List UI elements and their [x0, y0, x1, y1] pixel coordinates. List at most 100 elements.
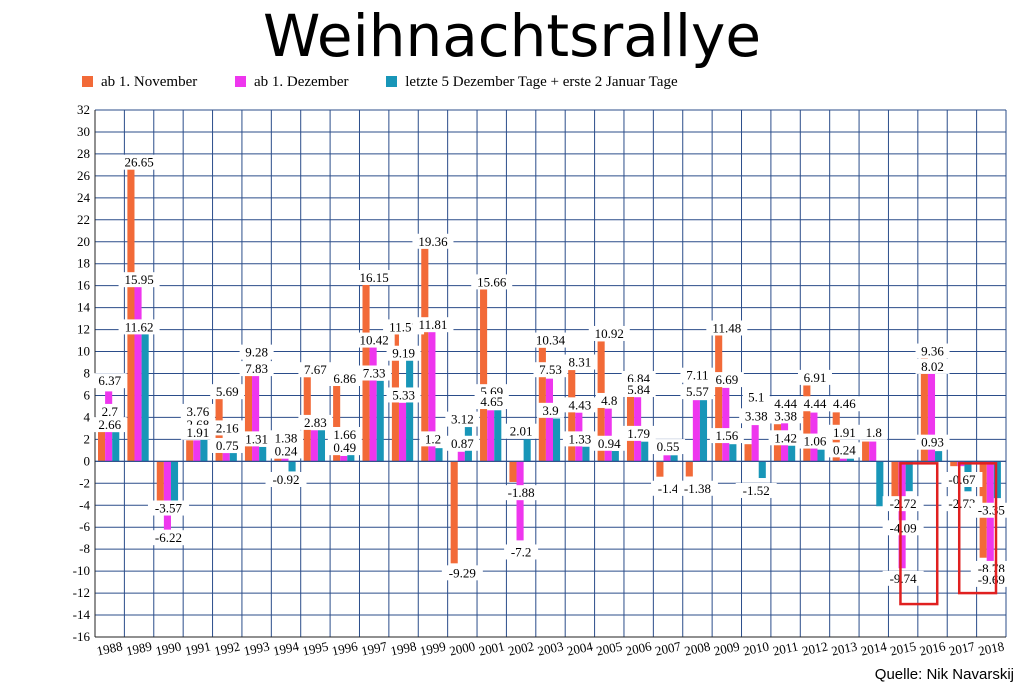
- data-label-bg: [709, 372, 744, 388]
- data-label-bg: [915, 343, 950, 359]
- legend-swatch-orange: [82, 76, 93, 88]
- data-label-bg: [327, 440, 362, 456]
- highlight-box: [899, 462, 939, 606]
- x-tick-label: 2018: [977, 638, 1006, 658]
- data-label: 1.38: [275, 430, 298, 445]
- bar-series-1: [516, 461, 524, 541]
- bar-series-2: [112, 432, 120, 462]
- bar-series-0: [156, 461, 164, 501]
- legend-swatch-teal: [386, 76, 398, 88]
- data-label-bg: [147, 500, 189, 516]
- bar-series-1: [487, 410, 495, 462]
- legend-swatch-magenta: [234, 76, 246, 88]
- data-label: 15.95: [124, 272, 153, 287]
- y-tick-label: -8: [79, 541, 90, 556]
- data-label: 9.28: [245, 345, 268, 360]
- data-label: 1.33: [569, 431, 592, 446]
- x-tick-label: 1997: [360, 638, 389, 658]
- bar-series-0: [568, 370, 576, 462]
- x-tick-label: 1994: [272, 638, 301, 658]
- bar-series-0: [656, 461, 664, 477]
- bar-series-0: [127, 168, 135, 462]
- bar-series-1: [428, 331, 436, 462]
- data-label: 1.66: [333, 427, 356, 442]
- data-label-bg: [595, 392, 623, 408]
- bar-series-1: [222, 453, 230, 462]
- legend-item-dezember: ab 1. Dezember: [234, 74, 349, 91]
- bar-series-2: [670, 455, 678, 462]
- data-label-bg: [180, 424, 215, 440]
- bar-series-2: [494, 410, 502, 462]
- grid: [94, 109, 1007, 638]
- y-tick-label: 28: [77, 146, 90, 161]
- data-label: 11.48: [712, 320, 741, 335]
- data-label: 16.15: [360, 270, 389, 285]
- bar-series-0: [950, 461, 958, 467]
- x-tick-label: 1993: [242, 638, 271, 658]
- data-label-bg: [239, 431, 274, 447]
- source-note: Quelle: Nik Navarskij: [874, 666, 1014, 683]
- x-tick-label: 2003: [536, 638, 565, 658]
- data-label: 2.01: [510, 424, 533, 439]
- data-label: 3.12: [451, 412, 474, 427]
- data-label: 6.37: [98, 373, 121, 388]
- bar-series-2: [641, 441, 649, 462]
- data-label: 6.69: [715, 372, 738, 387]
- bar-series-1: [869, 441, 877, 462]
- bar-series-1: [663, 455, 671, 462]
- data-label-bg: [239, 344, 274, 360]
- highlight-boxes: [899, 462, 998, 606]
- data-label: 2.7: [102, 404, 119, 419]
- data-label: 19.36: [418, 234, 448, 249]
- data-label: -9.74: [890, 571, 918, 586]
- y-tick-label: 26: [77, 168, 91, 183]
- data-label: 4.44: [774, 396, 797, 411]
- bar-series-2: [788, 445, 796, 462]
- bar-series-2: [141, 333, 149, 462]
- bar-series-2: [699, 400, 708, 462]
- data-label-bg: [265, 471, 307, 487]
- data-label: 6.91: [804, 370, 827, 385]
- data-label: 4.43: [569, 397, 592, 412]
- data-label: 26.65: [124, 155, 153, 170]
- data-label-bg: [180, 403, 215, 419]
- data-label: 1.79: [627, 426, 650, 441]
- y-tick-label: -14: [73, 607, 91, 622]
- data-label-bg: [680, 367, 715, 383]
- bar-series-2: [523, 439, 531, 462]
- bar-series-0: [421, 248, 429, 462]
- data-label-bg: [768, 430, 803, 446]
- data-label: -6.22: [155, 530, 182, 545]
- bar-series-1: [457, 451, 465, 462]
- data-label: 1.56: [715, 428, 738, 443]
- bar-series-1: [340, 455, 348, 462]
- x-tick-label: 2009: [712, 638, 741, 658]
- x-tick-label: 2002: [507, 638, 536, 658]
- data-label-bg: [471, 274, 513, 290]
- y-tick-label: 22: [77, 212, 90, 227]
- x-tick-label: 1991: [183, 638, 212, 658]
- bar-series-0: [626, 386, 635, 462]
- bar-series-2: [993, 461, 1001, 499]
- y-tick-label: 14: [77, 300, 91, 315]
- data-label: 9.19: [392, 346, 415, 361]
- x-tick-label: 2015: [889, 638, 918, 658]
- data-label-bg: [651, 480, 686, 496]
- data-label: 7.67: [304, 362, 327, 377]
- y-tick-label: 4: [84, 409, 91, 424]
- y-tick-label: 20: [77, 234, 90, 249]
- data-label: 0.94: [598, 436, 621, 451]
- data-label: -3.35: [978, 503, 1005, 518]
- data-label: 15.66: [477, 274, 507, 289]
- data-label-bg: [533, 362, 568, 378]
- data-label-bg: [530, 332, 571, 348]
- data-label: 4.65: [480, 394, 503, 409]
- data-label-bg: [357, 365, 392, 381]
- data-label-bg: [353, 269, 395, 285]
- bar-series-1: [310, 430, 318, 462]
- data-label: 0.75: [216, 438, 239, 453]
- bar-series-0: [509, 461, 517, 482]
- data-label-bg: [768, 396, 803, 412]
- data-label-bg: [676, 480, 718, 496]
- data-label-bg: [92, 373, 127, 389]
